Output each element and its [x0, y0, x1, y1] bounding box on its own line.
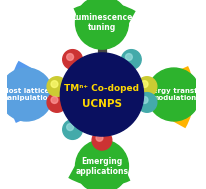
Circle shape: [67, 53, 74, 60]
Circle shape: [137, 93, 157, 112]
Circle shape: [47, 93, 67, 112]
Text: Energy transfer
modulation: Energy transfer modulation: [143, 88, 205, 101]
Circle shape: [92, 130, 112, 150]
Circle shape: [63, 50, 82, 69]
Circle shape: [0, 68, 53, 121]
Circle shape: [60, 53, 144, 136]
Circle shape: [75, 0, 128, 49]
Circle shape: [137, 77, 157, 96]
Circle shape: [63, 120, 82, 139]
Circle shape: [147, 68, 200, 121]
Text: Emerging
applications: Emerging applications: [75, 157, 129, 176]
Circle shape: [51, 97, 58, 103]
Text: Host lattice
manipulation: Host lattice manipulation: [0, 88, 53, 101]
Circle shape: [47, 77, 67, 96]
Text: Luminescence
tuning: Luminescence tuning: [71, 13, 133, 32]
Circle shape: [122, 50, 141, 69]
Circle shape: [51, 81, 58, 88]
Circle shape: [75, 140, 128, 189]
Circle shape: [125, 53, 132, 60]
Text: UCNPS: UCNPS: [82, 99, 122, 109]
Text: TMⁿ⁺ Co-doped: TMⁿ⁺ Co-doped: [64, 84, 139, 93]
Circle shape: [67, 124, 74, 131]
Circle shape: [141, 81, 148, 88]
Circle shape: [96, 134, 103, 141]
Circle shape: [141, 97, 148, 103]
